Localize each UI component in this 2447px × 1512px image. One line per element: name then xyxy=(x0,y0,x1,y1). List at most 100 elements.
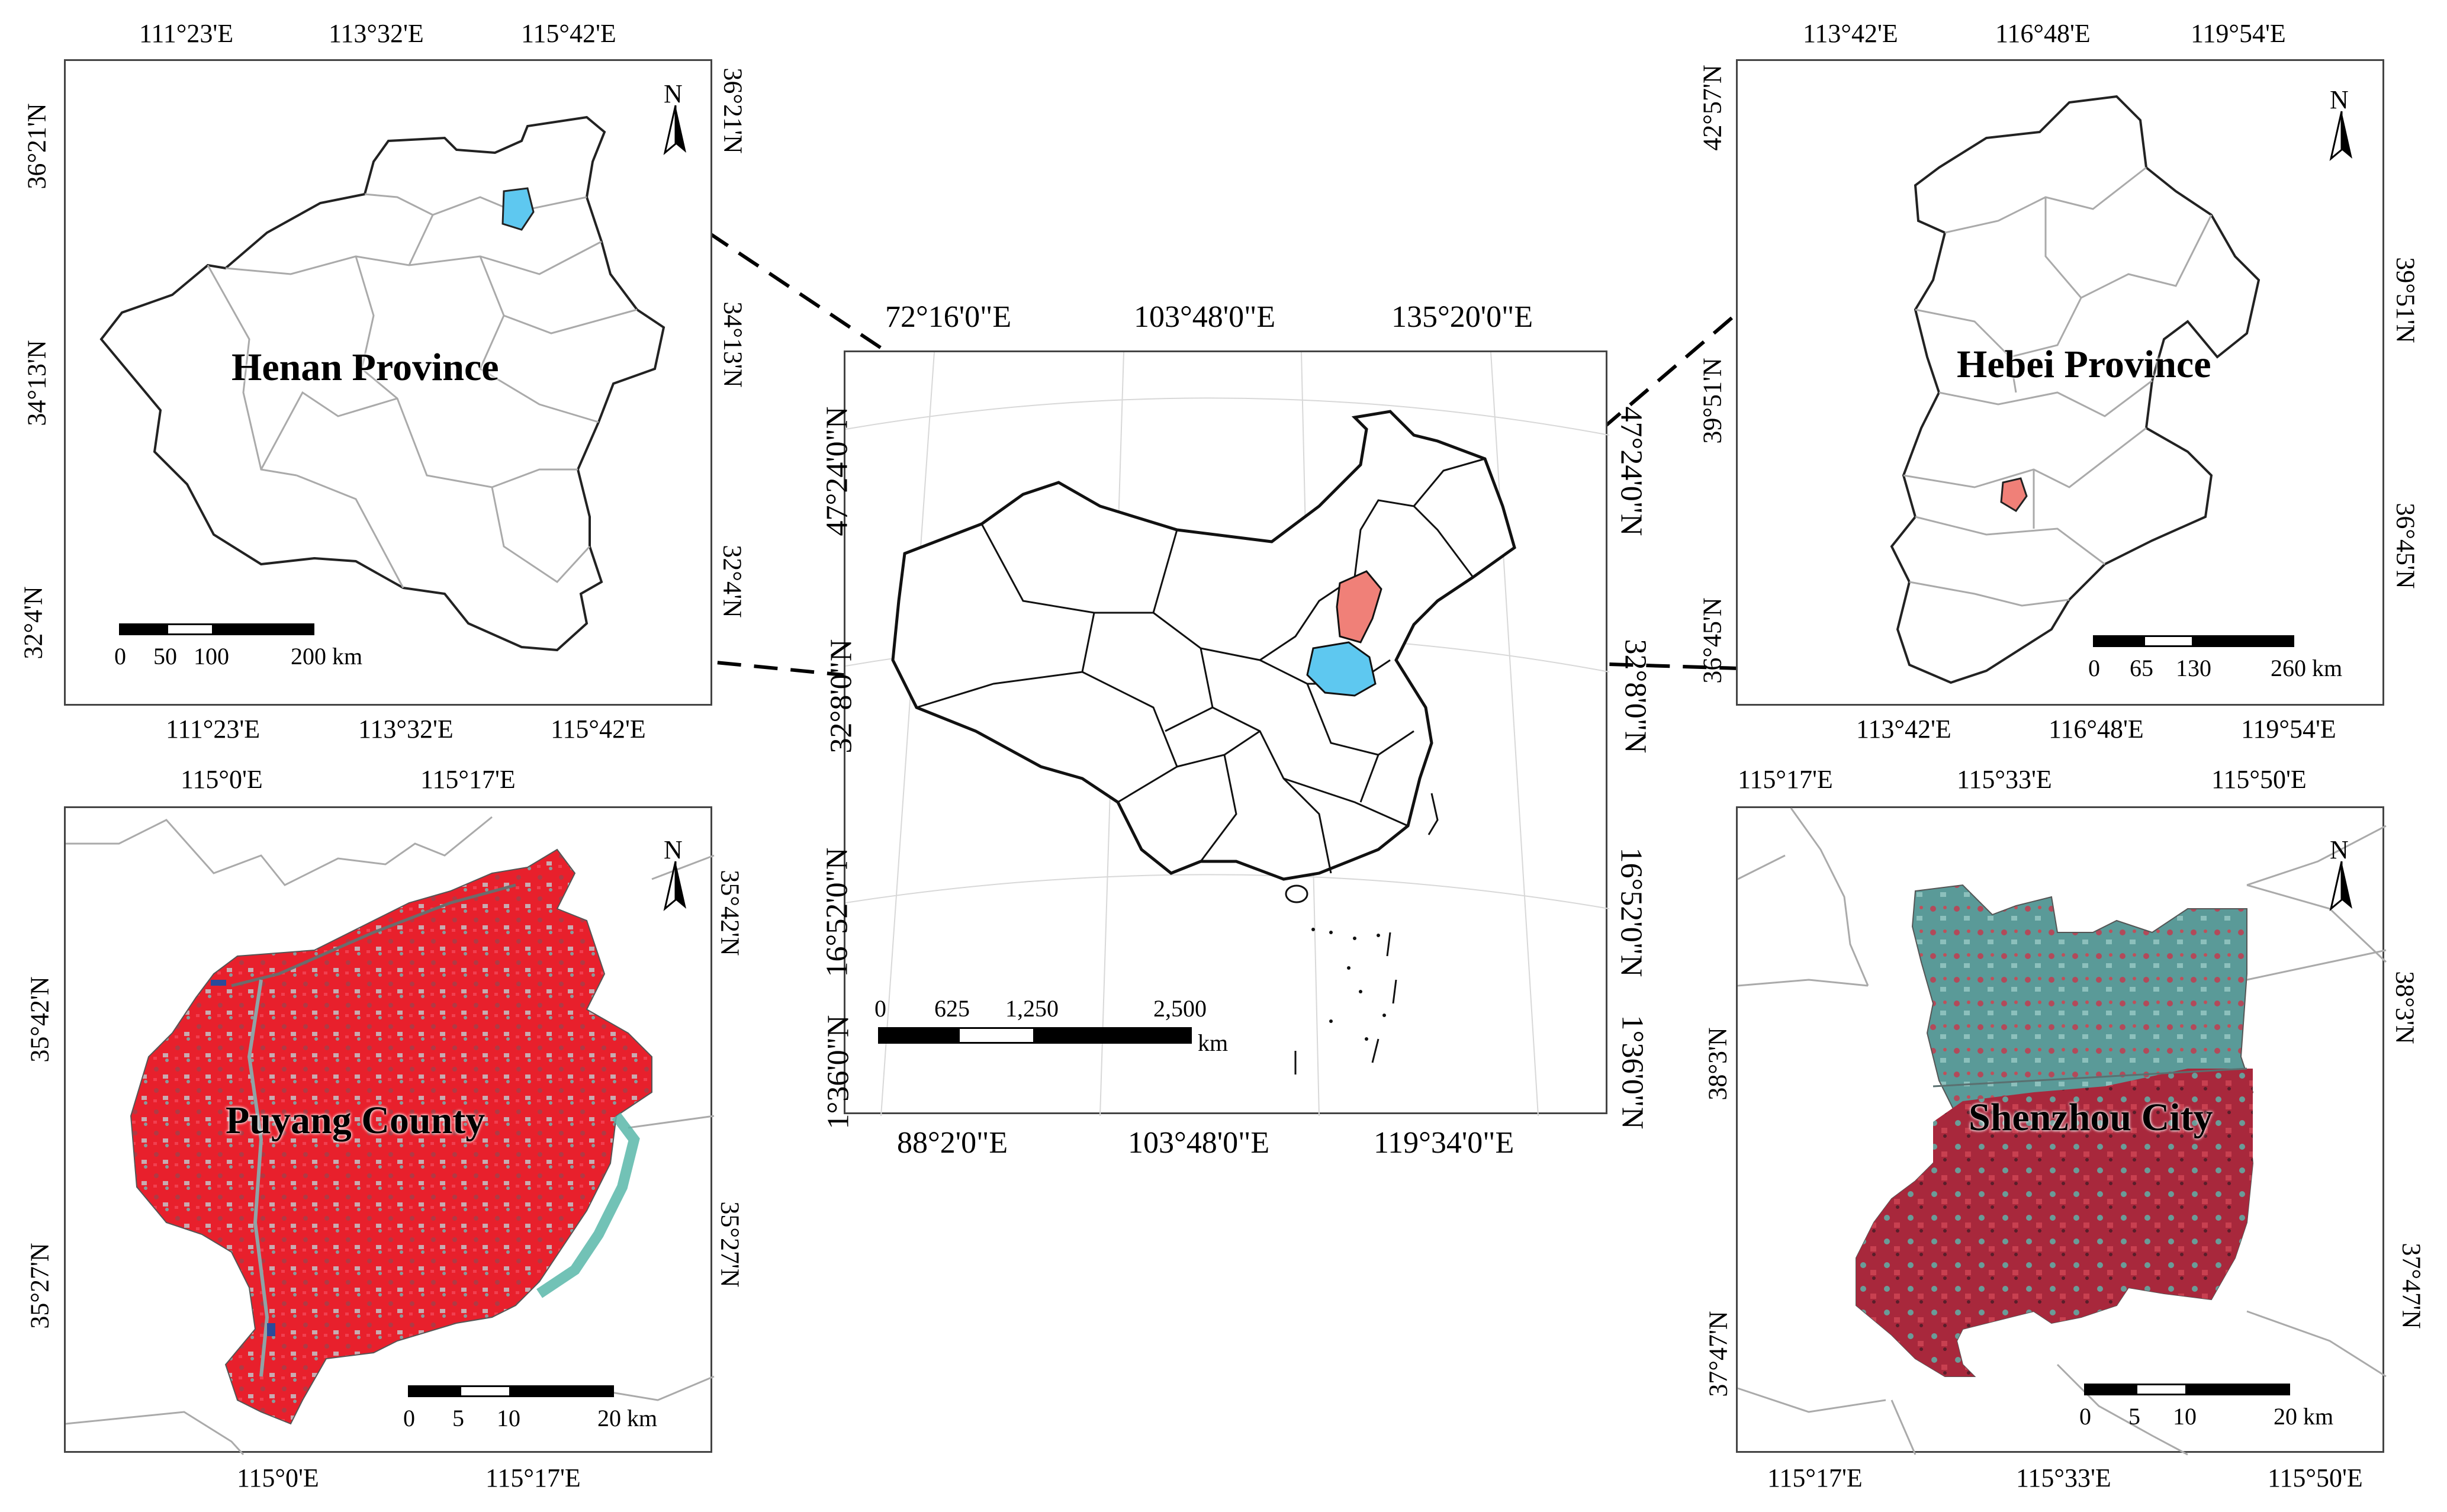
lat-tick: 35°27'N xyxy=(25,1243,54,1329)
lat-tick: 47°24'0"N xyxy=(1614,406,1648,536)
lat-tick: 39°51'N xyxy=(1697,358,1727,444)
lat-tick: 35°42'N xyxy=(25,976,54,1063)
lat-tick: 36°21'N xyxy=(718,67,748,154)
hebei-map xyxy=(1890,95,2260,684)
puyang-map xyxy=(65,816,715,1456)
lat-tick: 35°27'N xyxy=(715,1201,745,1288)
scale-bar: 0 5 10 20 km xyxy=(403,1385,686,1439)
lon-tick: 115°50'E xyxy=(2268,1463,2363,1492)
scale-label: 100 xyxy=(194,643,229,670)
lat-tick: 38°3'N xyxy=(1703,1027,1732,1101)
lon-tick: 115°17'E xyxy=(420,765,516,794)
scale-label: 5 xyxy=(2128,1403,2140,1430)
north-label: N xyxy=(2330,835,2349,864)
lat-tick: 36°45'N xyxy=(2391,503,2420,589)
lon-tick: 116°48'E xyxy=(1995,19,2091,48)
lat-tick: 32°4'N xyxy=(18,586,48,660)
lat-tick: 42°57'N xyxy=(1697,65,1727,151)
scale-label: 20 km xyxy=(597,1405,658,1431)
henan-map-panel: Henan Province N 0 50 100 200 km xyxy=(64,59,712,706)
china-map xyxy=(845,352,1610,1117)
lon-tick: 115°42'E xyxy=(521,19,616,48)
scale-bar: 0 625 1,250 2,500 km xyxy=(874,995,1228,1056)
scale-label: 2,500 xyxy=(1153,995,1207,1022)
scale-label: 50 xyxy=(153,643,177,670)
scale-label: 65 xyxy=(2130,655,2153,681)
lon-tick: 115°42'E xyxy=(551,715,646,744)
lon-tick: 115°17'E xyxy=(485,1463,581,1492)
lon-tick: 113°32'E xyxy=(329,19,424,48)
lon-tick: 119°54'E xyxy=(2191,19,2286,48)
hebei-map-panel: Hebei Province N 0 65 130 260 km xyxy=(1736,59,2384,706)
lat-tick: 16°52'0"N xyxy=(1614,847,1648,977)
lat-tick: 47°24'0"N xyxy=(820,406,854,536)
lat-tick: 32°8'0"N xyxy=(824,639,858,754)
lon-tick: 103°48'0"E xyxy=(1128,1126,1270,1160)
lat-tick: 35°42'N xyxy=(715,870,745,956)
lon-tick: 115°17'E xyxy=(1738,765,1833,794)
scale-label: 200 km xyxy=(291,643,363,670)
scale-label: 260 km xyxy=(2271,655,2343,681)
scale-label: 0 xyxy=(2088,655,2100,681)
scale-label: 5 xyxy=(452,1405,464,1431)
shenzhou-map-panel: Shenzhou City N 0 5 10 20 km xyxy=(1736,806,2387,1456)
lat-tick: 38°3'N xyxy=(2390,971,2420,1044)
scale-label: 0 xyxy=(114,643,126,670)
scale-label: 0 xyxy=(874,995,886,1022)
scale-bar: 0 5 10 20 km xyxy=(2079,1384,2362,1437)
lat-tick: 34°13'N xyxy=(22,340,52,426)
north-label: N xyxy=(664,79,683,108)
north-arrow-icon: N xyxy=(2318,85,2365,162)
lon-tick: 116°48'E xyxy=(2049,715,2144,744)
scale-label: 10 xyxy=(497,1405,520,1431)
lat-tick: 37°47'N xyxy=(2397,1243,2426,1329)
lon-tick: 113°42'E xyxy=(1803,19,1898,48)
lat-tick: 36°45'N xyxy=(1697,597,1727,684)
scale-bar: 0 50 100 200 km xyxy=(114,623,368,677)
scale-bar: 0 65 130 260 km xyxy=(2088,635,2371,689)
lat-tick: 32°4'N xyxy=(718,545,747,618)
hebei-province-label: Hebei Province xyxy=(1957,343,2211,386)
north-arrow-icon: N xyxy=(2318,835,2365,912)
lon-tick: 115°33'E xyxy=(2016,1463,2111,1492)
scale-label: 1,250 xyxy=(1005,995,1059,1022)
lon-tick: 115°33'E xyxy=(1957,765,2052,794)
lon-tick: 88°2'0"E xyxy=(897,1126,1008,1160)
lat-tick: 1°36'0"N xyxy=(1615,1015,1649,1130)
north-label: N xyxy=(664,835,683,864)
north-arrow-icon: N xyxy=(652,79,699,156)
scale-label: 130 xyxy=(2176,655,2211,681)
shenzhou-map xyxy=(1737,808,2387,1456)
lon-tick: 115°0'E xyxy=(237,1463,319,1492)
lon-tick: 72°16'0"E xyxy=(885,300,1012,334)
lon-tick: 135°20'0"E xyxy=(1391,300,1533,334)
north-arrow-icon: N xyxy=(652,835,699,912)
scale-label: 20 km xyxy=(2274,1403,2334,1430)
scale-unit: km xyxy=(1198,1030,1229,1056)
lon-tick: 115°0'E xyxy=(181,765,263,794)
puyang-county-label: Puyang County xyxy=(226,1099,485,1142)
lat-tick: 32°8'0"N xyxy=(1618,639,1652,754)
lat-tick: 39°51'N xyxy=(2391,257,2420,343)
lon-tick: 113°42'E xyxy=(1856,715,1951,744)
lat-tick: 16°52'0"N xyxy=(820,847,854,977)
lon-tick: 103°48'0"E xyxy=(1134,300,1276,334)
lon-tick: 115°50'E xyxy=(2211,765,2307,794)
north-label: N xyxy=(2330,85,2349,114)
lon-tick: 111°23'E xyxy=(166,715,261,744)
lon-tick: 115°17'E xyxy=(1767,1463,1863,1492)
lon-tick: 111°23'E xyxy=(139,19,234,48)
lon-tick: 119°54'E xyxy=(2241,715,2336,744)
scale-label: 0 xyxy=(403,1405,415,1431)
puyang-map-panel: Puyang County N 0 5 10 20 km xyxy=(64,806,715,1456)
lon-tick: 119°34'0"E xyxy=(1374,1126,1514,1160)
scale-label: 0 xyxy=(2079,1403,2091,1430)
lat-tick: 37°47'N xyxy=(1703,1311,1733,1397)
china-map-panel: 0 625 1,250 2,500 km xyxy=(844,350,1610,1117)
henan-map xyxy=(99,115,665,652)
henan-province-label: Henan Province xyxy=(231,346,499,389)
lat-tick: 1°36'0"N xyxy=(821,1015,856,1130)
scale-label: 625 xyxy=(934,995,970,1022)
lon-tick: 113°32'E xyxy=(358,715,454,744)
lat-tick: 36°21'N xyxy=(22,103,52,189)
